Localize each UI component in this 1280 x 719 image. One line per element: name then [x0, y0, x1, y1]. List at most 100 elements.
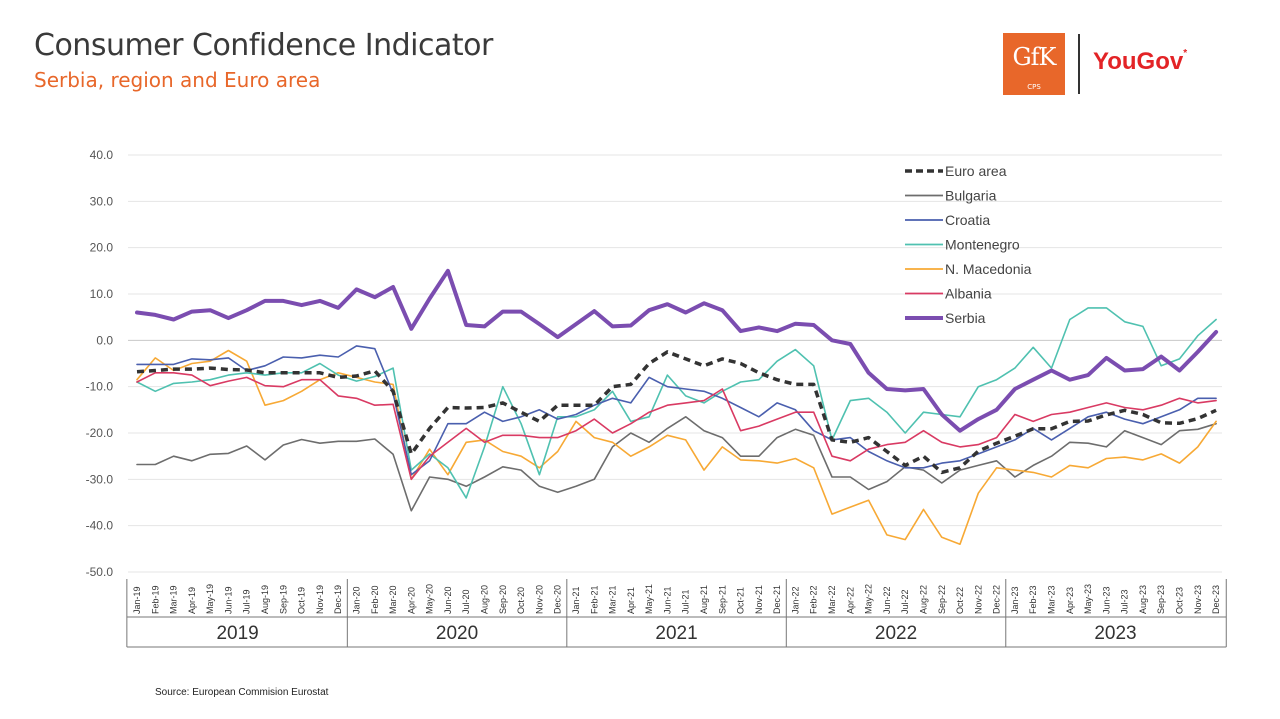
x-tick-label: Nov-19: [315, 585, 325, 614]
year-label: 2022: [875, 623, 917, 644]
x-tick-label: Aug-22: [918, 585, 928, 614]
x-tick-label: Dec-20: [553, 585, 563, 614]
x-tick-label: Apr-19: [187, 587, 197, 614]
x-tick-label: Oct-23: [1175, 587, 1185, 614]
x-tick-label: Apr-23: [1065, 587, 1075, 614]
x-tick-label: Nov-21: [754, 585, 764, 614]
x-tick-label: Sep-19: [278, 585, 288, 614]
y-tick-label: -40.0: [86, 519, 114, 533]
x-tick-label: Oct-19: [297, 587, 307, 614]
source-note: Source: European Commision Eurostat: [155, 687, 329, 698]
x-tick-label: Feb-23: [1028, 585, 1038, 614]
legend-label: Bulgaria: [945, 188, 997, 204]
page-title: Consumer Confidence Indicator: [34, 28, 493, 63]
legend-label: Albania: [945, 286, 992, 302]
x-tick-label: Jul-20: [461, 589, 471, 614]
legend-label: Montenegro: [945, 237, 1020, 253]
x-tick-label: Aug-19: [260, 585, 270, 614]
x-tick-label: Feb-22: [809, 585, 819, 614]
series-line-montenegro: [136, 307, 1217, 499]
x-tick-label: Dec-21: [772, 585, 782, 614]
x-tick-label: Jul-19: [242, 589, 252, 614]
x-tick-label: Aug-23: [1138, 585, 1148, 614]
y-tick-label: 20.0: [90, 241, 114, 255]
x-tick-label: Jul-21: [681, 589, 691, 614]
series-line-serbia: [135, 268, 1219, 433]
x-tick-label: Mar-21: [608, 585, 618, 614]
y-tick-label: 0.0: [96, 333, 113, 347]
year-label: 2021: [655, 623, 697, 644]
legend-label: N. Macedonia: [945, 261, 1032, 277]
x-tick-label: May-19: [205, 584, 215, 614]
x-tick-label: Oct-21: [736, 587, 746, 614]
x-tick-label: Nov-23: [1193, 585, 1203, 614]
x-tick-label: Apr-21: [626, 587, 636, 614]
yougov-logo-text: YouGov: [1093, 48, 1184, 75]
legend-label: Croatia: [945, 212, 990, 228]
logo-divider: [1078, 34, 1080, 94]
series-line-n-macedonia: [136, 349, 1217, 546]
x-tick-label: Feb-21: [589, 585, 599, 614]
x-tick-label: Sep-23: [1156, 585, 1166, 614]
y-tick-label: -20.0: [86, 426, 114, 440]
y-tick-label: -50.0: [86, 565, 114, 579]
x-tick-label: Nov-22: [973, 585, 983, 614]
legend-label: Euro area: [945, 163, 1007, 179]
yougov-logo-mark: *: [1183, 48, 1188, 59]
x-tick-label: Aug-20: [480, 585, 490, 614]
x-tick-label: Dec-23: [1211, 585, 1221, 614]
series-line-bulgaria: [136, 415, 1217, 512]
year-label: 2019: [216, 623, 258, 644]
x-tick-label: May-23: [1083, 584, 1093, 614]
x-tick-label: Jan-19: [132, 586, 142, 614]
year-label: 2020: [436, 623, 478, 644]
x-tick-label: Dec-22: [992, 585, 1002, 614]
y-tick-label: 30.0: [90, 194, 114, 208]
x-tick-label: Mar-22: [827, 585, 837, 614]
page-subtitle: Serbia, region and Euro area: [34, 68, 321, 92]
x-tick-label: Oct-22: [955, 587, 965, 614]
x-tick-label: Jan-23: [1010, 586, 1020, 614]
x-tick-label: Jun-21: [662, 586, 672, 614]
x-tick-label: Feb-20: [370, 585, 380, 614]
x-tick-label: May-21: [644, 584, 654, 614]
y-tick-label: 10.0: [90, 287, 114, 301]
x-tick-label: Aug-21: [699, 585, 709, 614]
y-tick-label: -10.0: [86, 380, 114, 394]
series-line-albania: [136, 371, 1217, 481]
x-tick-label: Mar-23: [1047, 585, 1057, 614]
x-tick-label: Jun-23: [1101, 586, 1111, 614]
gfk-logo: GfK CPS: [1003, 33, 1065, 95]
x-tick-label: Mar-20: [388, 585, 398, 614]
y-tick-label: 40.0: [90, 148, 114, 162]
x-tick-label: Jun-19: [223, 586, 233, 614]
x-tick-label: Jan-20: [351, 586, 361, 614]
x-tick-label: Jan-21: [571, 586, 581, 614]
x-tick-label: May-22: [864, 584, 874, 614]
x-tick-label: Mar-19: [169, 585, 179, 614]
x-tick-label: Jan-22: [790, 586, 800, 614]
x-tick-label: Sep-20: [498, 585, 508, 614]
x-tick-label: May-20: [425, 584, 435, 614]
x-tick-label: Jun-22: [882, 586, 892, 614]
x-tick-label: Dec-19: [333, 585, 343, 614]
series-line-croatia: [136, 345, 1217, 476]
x-tick-label: Feb-19: [150, 585, 160, 614]
x-tick-label: Jul-23: [1120, 589, 1130, 614]
x-tick-label: Jul-22: [900, 589, 910, 614]
x-tick-label: Sep-22: [937, 585, 947, 614]
x-tick-label: Oct-20: [516, 587, 526, 614]
year-label: 2023: [1094, 623, 1136, 644]
x-tick-label: Nov-20: [534, 585, 544, 614]
x-tick-label: Jun-20: [443, 586, 453, 614]
yougov-logo: YouGov*: [1093, 48, 1187, 76]
series-line-euro-area: [136, 350, 1217, 475]
y-tick-label: -30.0: [86, 472, 114, 486]
x-tick-label: Apr-22: [845, 587, 855, 614]
legend-label: Serbia: [945, 310, 986, 326]
x-tick-label: Sep-21: [717, 585, 727, 614]
gfk-logo-subtext: CPS: [1027, 83, 1041, 91]
gfk-logo-text: GfK: [1012, 43, 1057, 71]
x-tick-label: Apr-20: [406, 587, 416, 614]
